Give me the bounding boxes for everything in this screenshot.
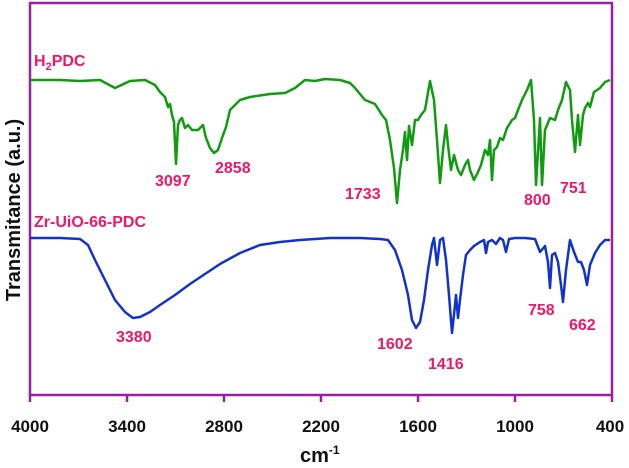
peak-label: 2858 [215, 160, 251, 177]
peak-annotations-h2pdc: 3097 2858 1733 800 751 [155, 160, 587, 209]
x-axis-ticks [28, 395, 614, 402]
peak-label: 758 [528, 302, 555, 319]
peak-label: 800 [524, 192, 551, 209]
peak-label: 1602 [377, 336, 413, 353]
x-tick-label: 3400 [108, 417, 146, 436]
peak-label: 3097 [155, 173, 191, 190]
peak-label: 1416 [428, 356, 464, 373]
x-tick-label: 1600 [399, 417, 437, 436]
x-tick-label: 4000 [11, 417, 49, 436]
peak-label: 662 [569, 317, 596, 334]
peak-label: 751 [560, 180, 587, 197]
peak-label: 3380 [116, 329, 152, 346]
series-line-h2pdc [30, 77, 611, 205]
peak-annotations-zr-uio-66-pdc: 3380 1602 1416 758 662 [116, 302, 596, 373]
x-tick-label: 2800 [205, 417, 243, 436]
x-tick-label: 2200 [302, 417, 340, 436]
x-axis-title: cm-1 [300, 443, 340, 467]
y-axis-title: Transmitance (a.u.) [3, 119, 25, 301]
x-tick-label: 1000 [496, 417, 534, 436]
x-tick-label: 400 [596, 417, 624, 436]
x-axis-tick-labels: 4000 3400 2800 2200 1600 1000 400 [11, 417, 624, 436]
peak-label: 1733 [345, 186, 381, 203]
series-label-h2pdc: H2PDC [34, 53, 86, 73]
series-label-zr-uio-66-pdc: Zr-UiO-66-PDC [34, 214, 146, 231]
series-line-zr-uio-66-pdc [30, 236, 610, 335]
